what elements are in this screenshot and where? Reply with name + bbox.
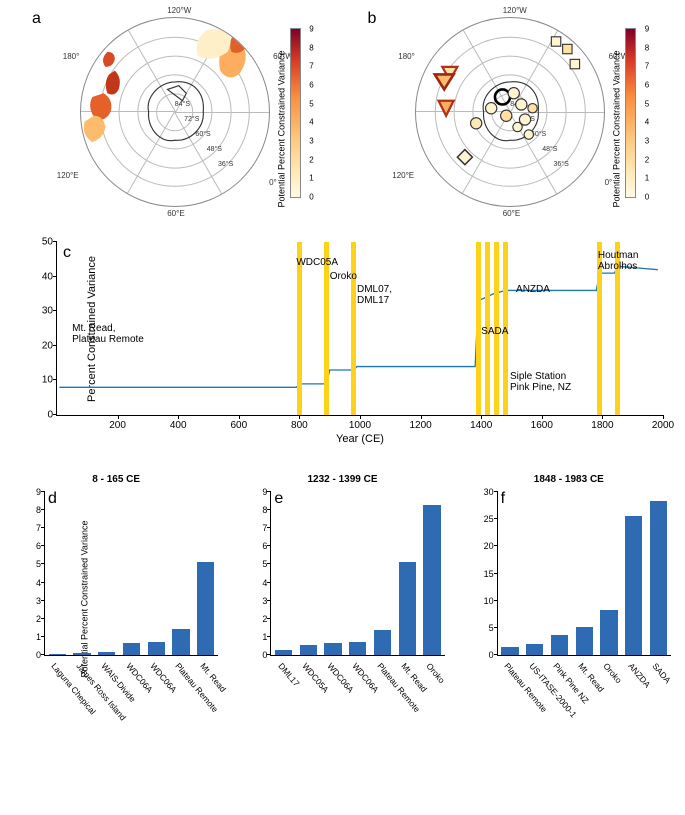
panel-label-a: a bbox=[32, 10, 41, 28]
map-b: 120°W 60°W 0° 60°E 120°E 180° 84°S 72°S … bbox=[415, 17, 605, 207]
bar bbox=[349, 642, 366, 655]
bar bbox=[324, 643, 341, 655]
bar bbox=[300, 645, 317, 655]
bar bbox=[625, 516, 642, 655]
panel-c: c Percent Constrained Variance Year (CE)… bbox=[12, 234, 673, 444]
panel-e: 1232 - 1399 CE e 0123456789DML17WDC05AWD… bbox=[238, 474, 446, 734]
bar bbox=[49, 654, 66, 655]
map-a: 120°W 60°W 0° 60°E 120°E 180° 84°S 72°S … bbox=[80, 17, 270, 207]
bar bbox=[197, 562, 214, 655]
panel-d: 8 - 165 CE d Potential Percent Constrain… bbox=[12, 474, 220, 734]
colorbar-a: Potential Percent Constrained Variance 0… bbox=[290, 28, 301, 198]
bar bbox=[73, 653, 90, 655]
bar bbox=[123, 643, 140, 655]
bar bbox=[551, 635, 568, 655]
bar bbox=[172, 629, 189, 655]
bar bbox=[98, 652, 115, 655]
bar bbox=[526, 644, 543, 655]
colorbar-b: Potential Percent Constrained Variance 0… bbox=[625, 28, 636, 198]
bar bbox=[650, 501, 667, 655]
bar bbox=[501, 647, 518, 655]
panel-f: 1848 - 1983 CE f 051015202530Plateau Rem… bbox=[465, 474, 673, 734]
bar bbox=[399, 562, 416, 655]
bar bbox=[374, 630, 391, 655]
bar bbox=[423, 505, 440, 655]
panel-label-b: b bbox=[368, 10, 377, 28]
bar bbox=[148, 642, 165, 655]
bar bbox=[576, 627, 593, 655]
bar bbox=[275, 650, 292, 655]
bar bbox=[600, 610, 617, 655]
